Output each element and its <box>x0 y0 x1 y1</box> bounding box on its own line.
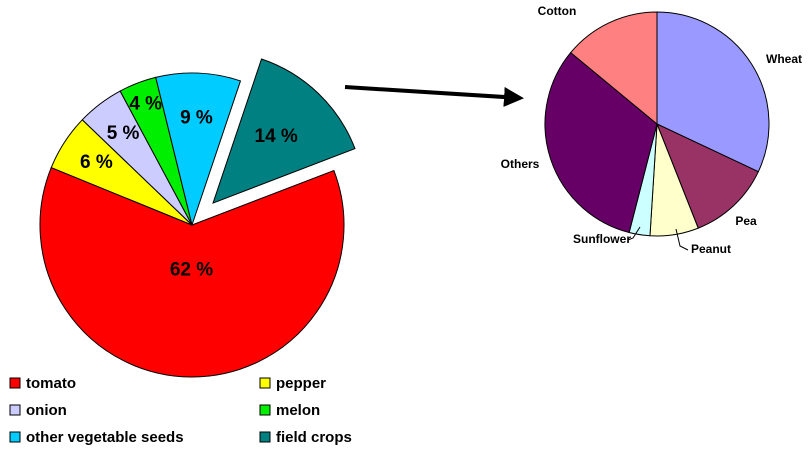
slice-label: Peanut <box>691 242 731 256</box>
slice-label: Wheat <box>766 52 802 66</box>
legend-swatch <box>9 377 21 389</box>
leader-line <box>675 228 689 251</box>
data-label: 4 % <box>129 93 162 114</box>
pie-slice <box>656 11 770 173</box>
legend-label: field crops <box>276 429 352 446</box>
arrow <box>344 85 524 107</box>
legend-swatch <box>259 431 271 443</box>
pie-slice <box>155 72 242 227</box>
data-label: 5 % <box>107 123 140 144</box>
slice-label: Cotton <box>538 4 577 18</box>
pie-slice <box>569 11 658 126</box>
data-label: 62 % <box>170 260 213 281</box>
pie-slice <box>656 123 760 229</box>
legend-label: melon <box>276 402 320 419</box>
legend-label: tomato <box>26 375 76 392</box>
data-label: 6 % <box>80 152 113 173</box>
legend-label: other vegetable seeds <box>26 429 184 446</box>
data-label: 9 % <box>180 108 213 129</box>
legend-label: pepper <box>276 375 326 392</box>
legend-swatch <box>9 404 21 416</box>
pie-slice <box>544 51 658 234</box>
pie-slice <box>39 166 345 378</box>
data-label: 14 % <box>255 126 298 147</box>
legend-swatch <box>9 431 21 443</box>
legend-label: onion <box>26 402 67 419</box>
leader-line <box>627 226 641 241</box>
slice-label: Others <box>501 157 540 171</box>
slice-label: Pea <box>735 214 757 228</box>
legend-swatch <box>259 404 271 416</box>
legend-swatch <box>259 377 271 389</box>
pie-slice <box>212 58 356 204</box>
slice-label: Sunflower <box>573 232 631 246</box>
